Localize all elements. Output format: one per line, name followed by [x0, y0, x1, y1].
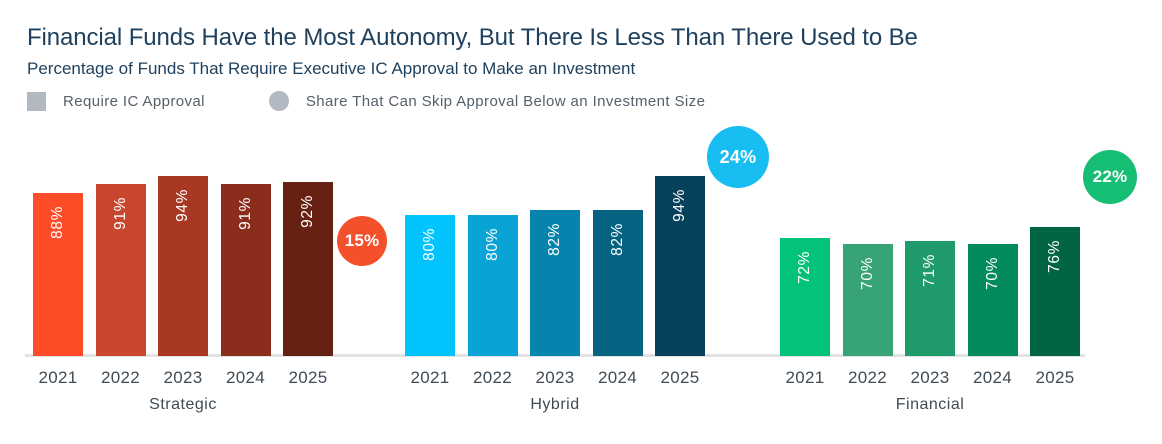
x-tick-label: 2023 [163, 368, 203, 387]
x-tick-label: 2025 [660, 368, 700, 387]
legend: Require IC Approval Share That Can Skip … [27, 91, 705, 111]
bar-value-label: 92% [299, 195, 316, 228]
bar-strategic-2025: 92% [283, 182, 333, 356]
legend-label: Require IC Approval [63, 92, 205, 110]
bar-strategic-2024: 91% [220, 184, 271, 356]
bar-value-label: 71% [921, 254, 938, 287]
bar-value-label: 94% [671, 189, 688, 222]
x-tick-label: 2024 [225, 368, 266, 387]
legend-circle-swatch [268, 91, 289, 111]
bar-financial-2021: 72% [780, 238, 830, 356]
x-tick-label: 2025 [288, 368, 328, 387]
group-label-strategic: Strategic [149, 396, 217, 413]
skip-approval-badge-hybrid: 24% [707, 126, 769, 188]
x-tick-label: 2024 [972, 368, 1013, 387]
bar-value-label: 72% [796, 251, 813, 284]
bar-financial-2024: 70% [967, 244, 1018, 356]
x-tick-label: 2022 [472, 368, 513, 387]
bar-hybrid-2023: 82% [530, 210, 580, 356]
bar-financial-2025: 76% [1030, 227, 1080, 356]
group-label-hybrid: Hybrid [530, 396, 580, 413]
x-tick-label: 2025 [1035, 368, 1075, 387]
bar-value-label: 82% [546, 223, 563, 256]
bar-hybrid-2024: 82% [592, 210, 643, 356]
bar-value-label: 91% [236, 197, 254, 230]
bar-financial-2023: 71% [905, 241, 955, 356]
bar-financial-2022: 70% [842, 244, 893, 356]
x-tick-label: 2021 [410, 368, 450, 387]
page-title: Financial Funds Have the Most Autonomy, … [27, 24, 918, 51]
bar-hybrid-2022: 80% [467, 215, 518, 356]
x-tick-label: 2021 [785, 368, 825, 387]
bar-hybrid-2025: 94% [655, 176, 705, 356]
bar-strategic-2022: 91% [95, 184, 146, 356]
bar-value-label: 70% [983, 257, 1001, 290]
legend-item-require-ic-approval: Require IC Approval [27, 91, 205, 111]
x-tick-label: 2022 [847, 368, 888, 387]
x-tick-label: 2022 [100, 368, 141, 387]
bar-value-label: 76% [1046, 240, 1063, 273]
bar-strategic-2021: 88% [33, 193, 83, 356]
x-tick-label: 2021 [38, 368, 78, 387]
bar-hybrid-2021: 80% [405, 215, 455, 356]
bar-value-label: 88% [49, 206, 66, 239]
x-tick-label: 2023 [535, 368, 575, 387]
x-tick-label: 2024 [597, 368, 638, 387]
x-tick-label: 2023 [910, 368, 950, 387]
chart-subtitle: Percentage of Funds That Require Executi… [27, 59, 636, 78]
bar-value-label: 91% [111, 197, 129, 230]
legend-item-skip-approval: Share That Can Skip Approval Below an In… [268, 91, 706, 111]
group-label-financial: Financial [895, 396, 965, 413]
skip-approval-badge-strategic: 15% [337, 216, 387, 266]
skip-approval-badge-financial: 22% [1083, 150, 1137, 204]
bar-value-label: 80% [483, 228, 501, 261]
bar-value-label: 80% [421, 228, 438, 261]
legend-label: Share That Can Skip Approval Below an In… [305, 92, 706, 110]
legend-square-swatch [27, 91, 46, 111]
bar-value-label: 82% [608, 223, 626, 256]
bar-strategic-2023: 94% [158, 176, 208, 356]
bar-value-label: 70% [858, 257, 876, 290]
bar-value-label: 94% [174, 189, 191, 222]
